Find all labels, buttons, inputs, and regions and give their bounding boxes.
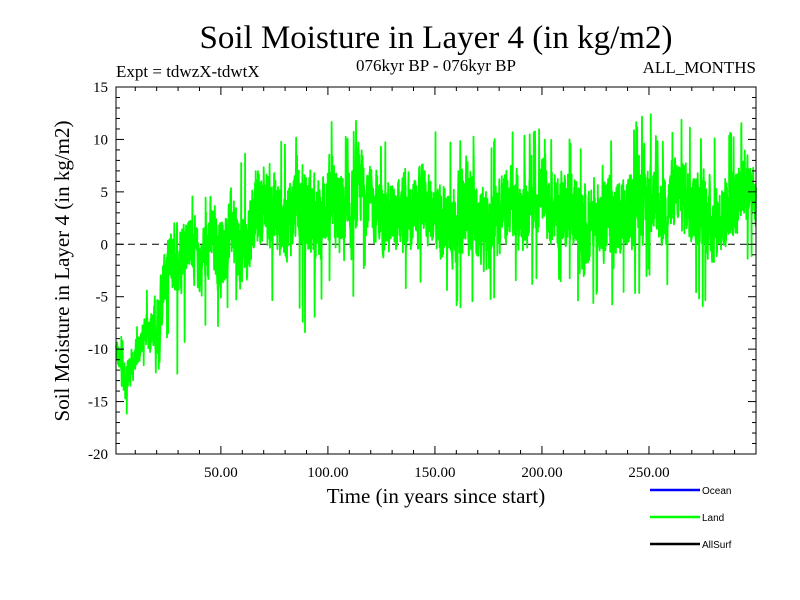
x-tick-label: 50.00 bbox=[204, 465, 238, 481]
chart-title: Soil Moisture in Layer 4 (in kg/m2) bbox=[200, 20, 673, 56]
experiment-label: Expt = tdwzX-tdwtX bbox=[116, 62, 260, 81]
y-tick-label: 0 bbox=[101, 237, 109, 253]
axis-ticks: 15 10 5 0 -5 -10 -15 -20 50.00 100.00 150.00 200.00… bbox=[88, 80, 756, 481]
y-tick-label: 15 bbox=[93, 80, 108, 96]
y-tick-label: -5 bbox=[96, 290, 109, 306]
y-tick-label: 5 bbox=[101, 185, 109, 201]
legend: Ocean Land AllSurf bbox=[650, 486, 732, 551]
x-tick-label: 200.00 bbox=[521, 465, 562, 481]
series-layer bbox=[115, 113, 757, 415]
months-label: ALL_MONTHS bbox=[643, 58, 756, 77]
period-label: 076kyr BP - 076kyr BP bbox=[356, 56, 516, 75]
plot-frame bbox=[115, 86, 757, 455]
y-axis-label: Soil Moisture in Layer 4 (in kg/m2) bbox=[50, 121, 74, 422]
x-tick-label: 250.00 bbox=[628, 465, 669, 481]
x-axis-label: Time (in years since start) bbox=[327, 484, 546, 508]
y-tick-label: -10 bbox=[88, 342, 108, 358]
y-tick-label: 10 bbox=[93, 132, 108, 148]
legend-label-land: Land bbox=[702, 513, 724, 524]
y-tick-label: -15 bbox=[88, 395, 108, 411]
series-line-land bbox=[115, 113, 757, 415]
x-tick-label: 100.00 bbox=[307, 465, 348, 481]
y-tick-label: -20 bbox=[88, 447, 108, 463]
legend-label-allsurf: AllSurf bbox=[702, 540, 732, 551]
legend-label-ocean: Ocean bbox=[702, 486, 731, 497]
x-tick-label: 150.00 bbox=[414, 465, 455, 481]
